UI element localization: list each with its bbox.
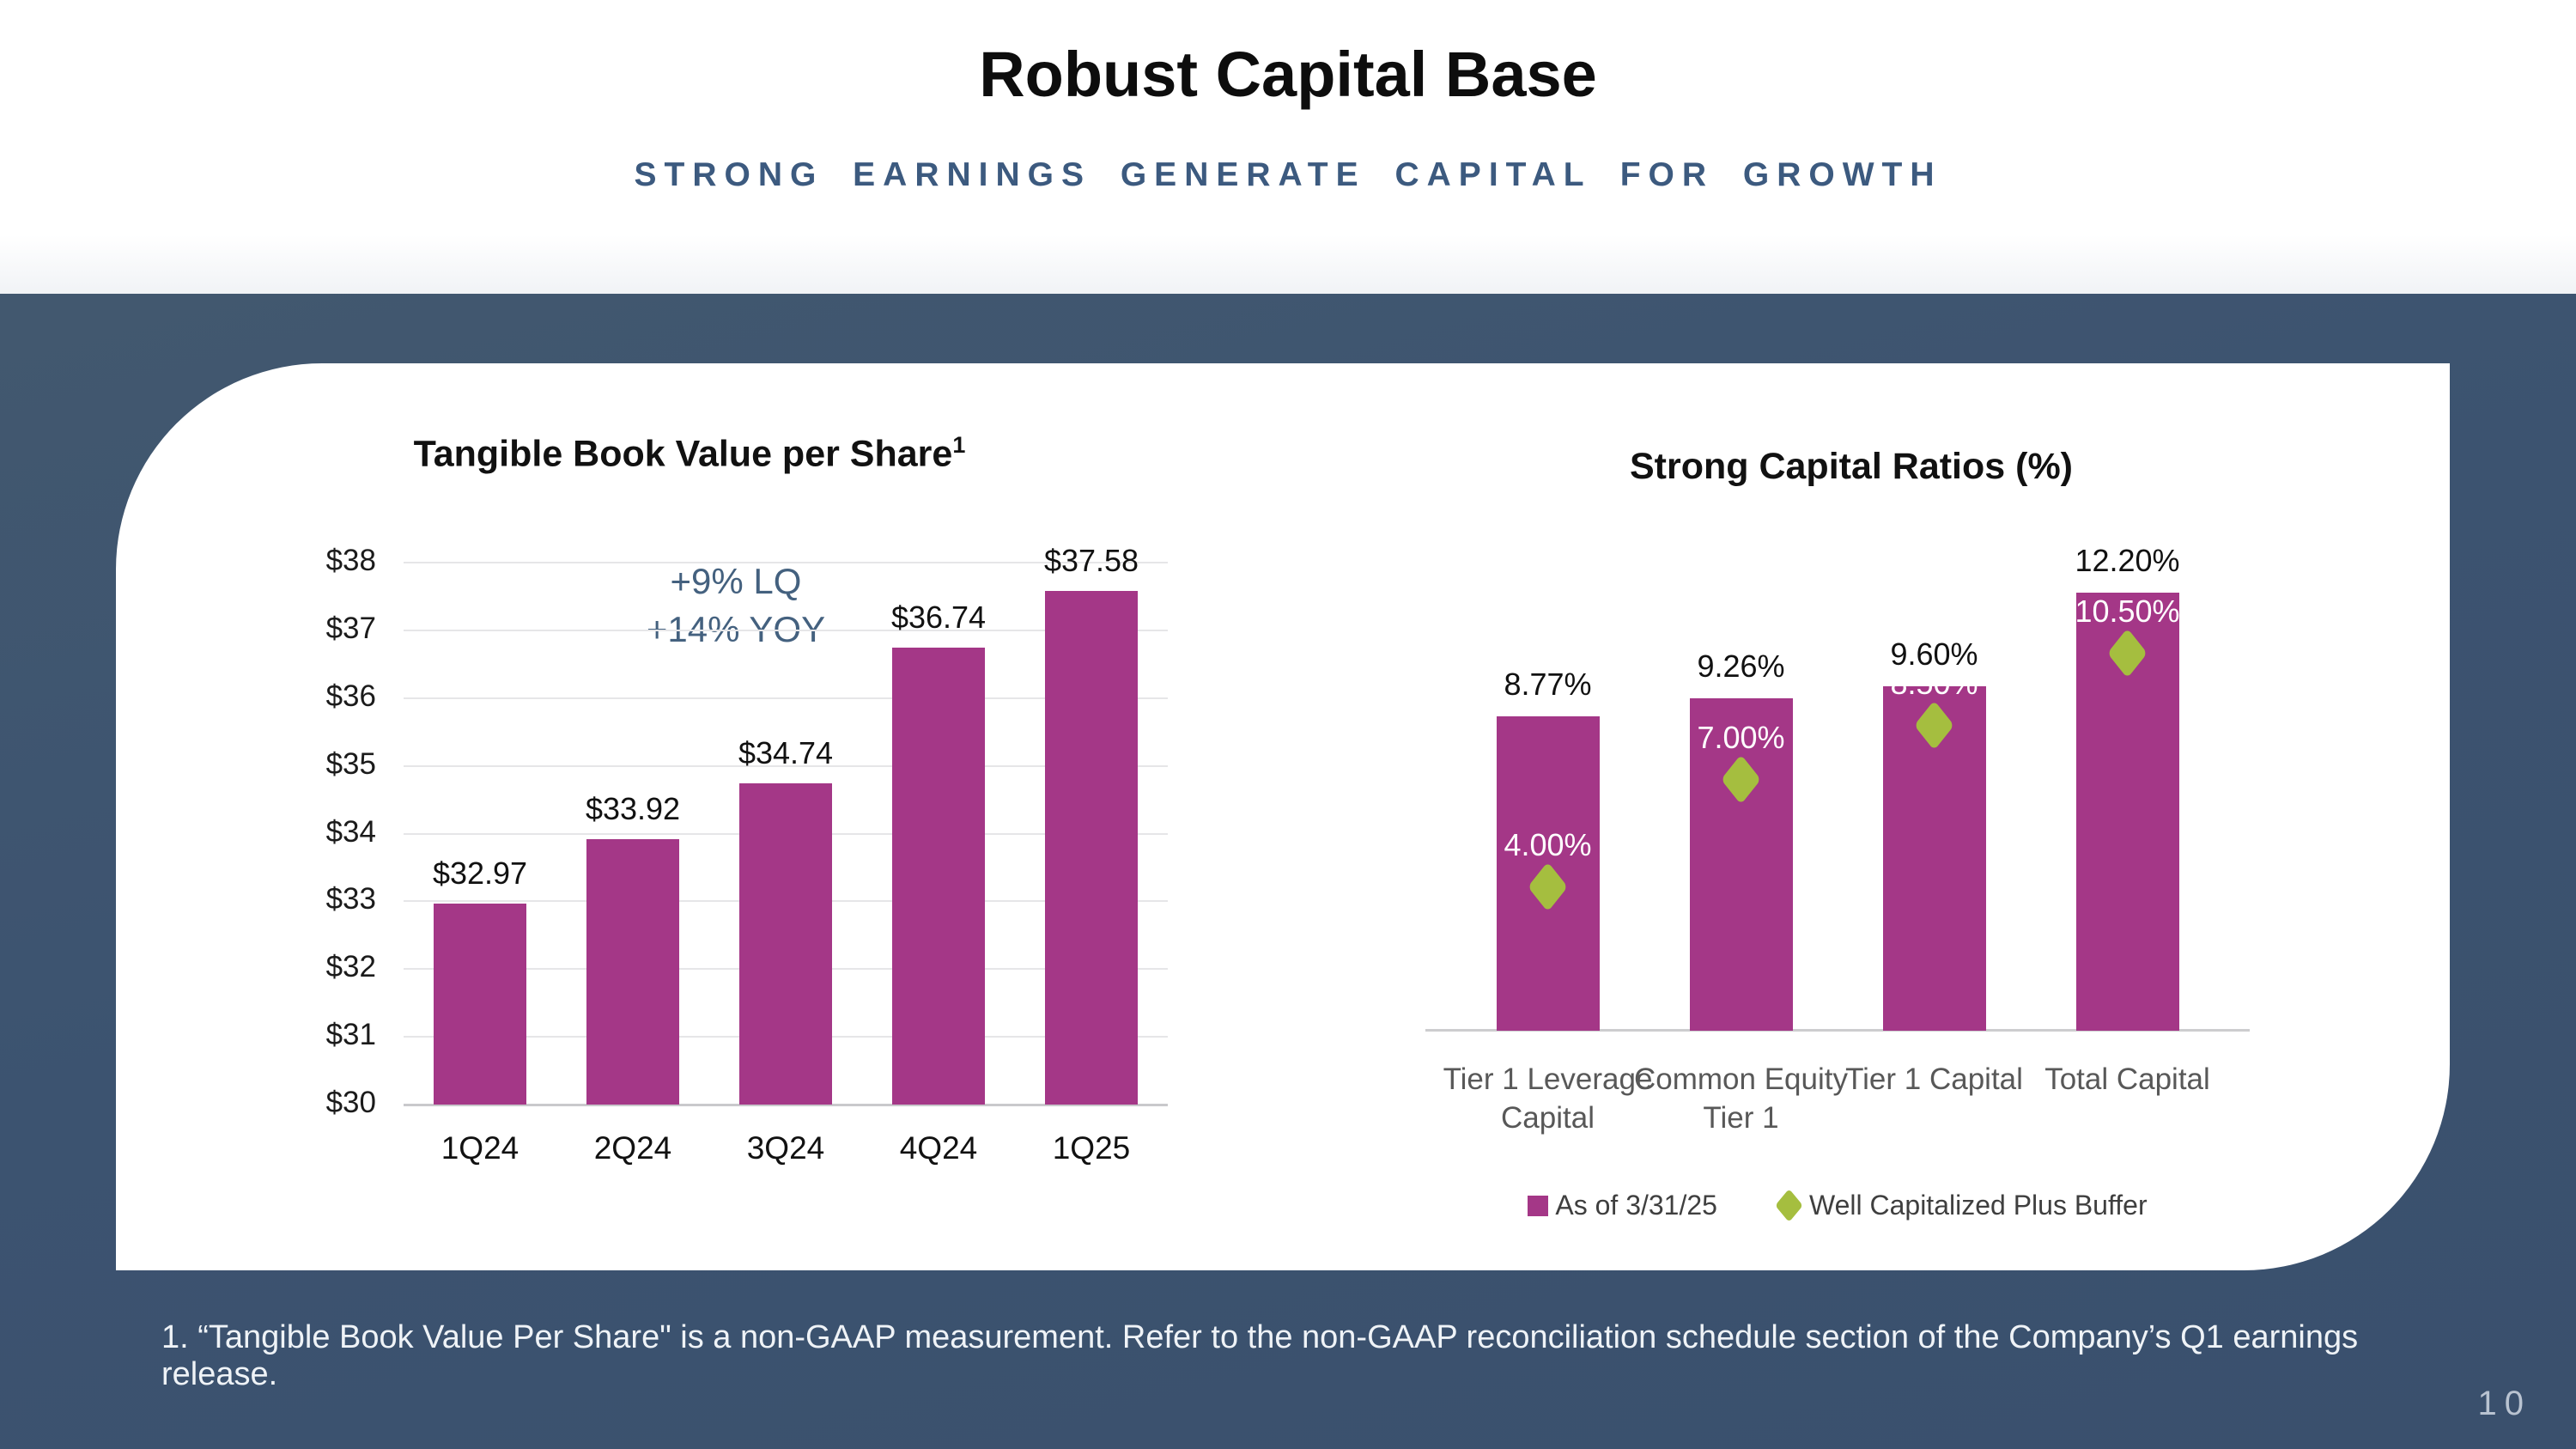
tbv-bar-value-label: $36.74 (890, 600, 987, 636)
left-chart-title-text: Tangible Book Value per Share (413, 433, 953, 475)
ratio-bar-2 (1689, 698, 1793, 1031)
ratio-bar-value-label: 9.60% (1890, 636, 1978, 672)
x-axis-label: 4Q24 (899, 1130, 978, 1166)
gridline-$30 (404, 1104, 1168, 1106)
legend-square-icon (1528, 1195, 1549, 1216)
y-tick-label: $30 (325, 1086, 376, 1119)
legend-item-as-of: As of 3/31/25 (1528, 1190, 1717, 1221)
category-label: Total Capital (2044, 1062, 2210, 1096)
right-chart-title: Strong Capital Ratios (%) (1629, 446, 2074, 487)
slide-header: Robust Capital Base STRONG EARNINGS GENE… (0, 0, 2576, 294)
gridline-$38 (404, 562, 1168, 563)
ratio-bar-value-label: 9.26% (1697, 648, 1785, 685)
growth-annotation: +9% LQ +14% YOY (478, 557, 993, 654)
tbv-bar-value-label: $32.97 (432, 855, 528, 891)
y-tick-label: $31 (325, 1018, 376, 1052)
y-tick-label: $34 (325, 814, 376, 849)
annotation-lq: +9% LQ (670, 561, 802, 601)
legend-item-buffer: Well Capitalized Plus Buffer (1775, 1188, 2148, 1223)
buffer-value-label: 4.00% (1504, 826, 1592, 862)
x-axis-label: 1Q24 (440, 1130, 519, 1166)
category-label: Tier 1 Leverage Capital (1443, 1062, 1653, 1135)
page-number: 10 (2477, 1385, 2531, 1422)
legend-diamond-icon (1775, 1188, 1803, 1223)
footnote-marker: 1 (952, 432, 966, 458)
legend-label: As of 3/31/25 (1555, 1190, 1717, 1221)
tbv-bar-value-label: $37.58 (1043, 543, 1139, 579)
gridline-$37 (404, 629, 1168, 631)
tbv-bar-4Q24 (892, 648, 985, 1105)
tbv-bar-value-label: $33.92 (585, 790, 681, 826)
charts-card: Tangible Book Value per Share1 +9% LQ +1… (116, 363, 2450, 1270)
tbv-bar-2Q24 (586, 838, 679, 1105)
category-label: Common Equity Tier 1 (1634, 1062, 1848, 1135)
slide-title: Robust Capital Base (979, 39, 1597, 110)
y-tick-label: $36 (325, 679, 376, 713)
x-axis-label: 1Q25 (1052, 1130, 1131, 1166)
gridline-$35 (404, 764, 1168, 767)
buffer-value-label: 8.50% (1890, 665, 1978, 701)
x-axis-line (1425, 1029, 2250, 1032)
buffer-value-label: 10.50% (2075, 594, 2180, 630)
slide-subtitle: STRONG EARNINGS GENERATE CAPITAL FOR GRO… (634, 156, 1942, 193)
y-tick-label: $33 (325, 882, 376, 916)
left-chart-title: Tangible Book Value per Share1 (346, 432, 1033, 475)
chart-legend: As of 3/31/25 Well Capitalized Plus Buffe… (1451, 1188, 2224, 1223)
ratios-chart-plot: 8.77% 4.00% Tier 1 Leverage Capital 9.26% 7.… (1425, 543, 2250, 1135)
ratio-bar-value-label: 8.77% (1504, 666, 1592, 702)
ratio-bar-value-label: 12.20% (2075, 543, 2180, 579)
tbv-bar-1Q25 (1045, 591, 1138, 1105)
y-tick-label: $32 (325, 950, 376, 984)
tbv-bar-1Q24 (434, 903, 526, 1105)
footnote: 1. “Tangible Book Value Per Share" is a … (161, 1319, 2359, 1392)
y-tick-label: $37 (325, 611, 376, 645)
x-axis-label: 2Q24 (593, 1130, 672, 1166)
tbv-chart-plot: $30 $31 $32 $33 $34 $35 $36 $37 $38 $32.97 1Q24 $33… (326, 543, 1168, 1166)
y-tick-label: $35 (325, 746, 376, 781)
annotation-yoy: +14% YOY (646, 609, 826, 649)
category-label: Tier 1 Capital (1845, 1062, 2023, 1096)
buffer-value-label: 7.00% (1697, 719, 1785, 755)
gridline-$36 (404, 697, 1168, 699)
x-axis-label: 3Q24 (746, 1130, 825, 1166)
tbv-bar-3Q24 (739, 783, 832, 1105)
legend-label: Well Capitalized Plus Buffer (1808, 1190, 2148, 1221)
y-tick-label: $38 (325, 544, 376, 577)
tbv-bar-value-label: $34.74 (738, 735, 834, 771)
